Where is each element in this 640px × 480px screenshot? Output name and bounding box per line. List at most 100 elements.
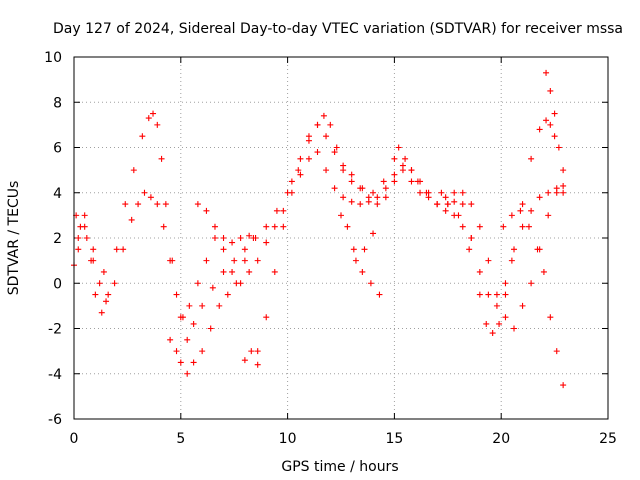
data-point	[203, 257, 210, 264]
data-point	[438, 189, 445, 196]
data-point	[425, 194, 432, 201]
data-point	[314, 121, 321, 128]
data-point	[211, 223, 218, 230]
chart-title: Day 127 of 2024, Sidereal Day-to-day VTE…	[53, 21, 623, 37]
data-point	[320, 112, 327, 119]
x-tick-label: 0	[70, 431, 79, 447]
data-point	[350, 246, 357, 253]
data-point	[280, 223, 287, 230]
data-point	[254, 348, 261, 355]
data-point	[485, 257, 492, 264]
data-point	[128, 216, 135, 223]
data-point	[297, 171, 304, 178]
data-point	[483, 320, 490, 327]
data-point	[150, 110, 157, 117]
data-point	[141, 189, 148, 196]
data-point	[194, 280, 201, 287]
data-point	[560, 182, 567, 189]
data-point	[395, 144, 402, 151]
data-point	[444, 201, 451, 208]
data-point	[496, 320, 503, 327]
data-point	[295, 167, 302, 174]
data-point	[224, 291, 231, 298]
y-tick-label: 10	[44, 50, 62, 66]
data-point	[442, 207, 449, 214]
data-point	[402, 155, 409, 162]
data-point	[229, 268, 236, 275]
data-point	[493, 291, 500, 298]
data-point	[167, 336, 174, 343]
data-point	[348, 198, 355, 205]
x-axis-label: GPS time / hours	[281, 459, 398, 475]
data-point	[158, 155, 165, 162]
data-point	[543, 69, 550, 76]
data-point	[271, 223, 278, 230]
data-point	[199, 348, 206, 355]
data-point	[90, 257, 97, 264]
data-point	[476, 268, 483, 275]
data-point	[331, 149, 338, 156]
data-point	[130, 167, 137, 174]
x-tick-label: 15	[385, 431, 403, 447]
data-point	[263, 314, 270, 321]
data-point	[380, 178, 387, 185]
data-point	[314, 149, 321, 156]
data-point	[511, 246, 518, 253]
data-point	[367, 280, 374, 287]
data-point	[231, 257, 238, 264]
data-point	[361, 246, 368, 253]
data-point	[263, 223, 270, 230]
data-point	[241, 246, 248, 253]
data-point	[560, 382, 567, 389]
data-point	[348, 178, 355, 185]
data-point	[139, 133, 146, 140]
data-point	[254, 257, 261, 264]
data-point	[502, 314, 509, 321]
data-point	[194, 201, 201, 208]
y-tick-label: 8	[53, 95, 62, 111]
data-point	[207, 325, 214, 332]
y-tick-label: 0	[53, 276, 62, 292]
data-point	[177, 359, 184, 366]
data-point	[216, 302, 223, 309]
data-point	[209, 284, 216, 291]
data-point	[162, 201, 169, 208]
data-point	[229, 239, 236, 246]
data-point	[233, 280, 240, 287]
data-point	[493, 302, 500, 309]
data-point	[391, 178, 398, 185]
data-point	[508, 257, 515, 264]
y-tick-label: -4	[48, 367, 62, 383]
data-point	[111, 280, 118, 287]
data-point	[359, 268, 366, 275]
data-point	[160, 223, 167, 230]
data-point	[83, 235, 90, 241]
data-point	[374, 201, 381, 208]
data-point	[468, 235, 475, 241]
data-point	[75, 246, 82, 253]
data-point	[305, 155, 312, 162]
data-point	[199, 302, 206, 309]
series-track-c	[75, 189, 567, 389]
data-point	[273, 207, 280, 214]
data-point	[105, 291, 112, 298]
y-tick-label: 6	[53, 141, 62, 157]
data-point	[246, 268, 253, 275]
data-point	[241, 357, 248, 364]
data-point	[331, 185, 338, 192]
x-tick-label: 25	[599, 431, 617, 447]
data-point	[147, 194, 154, 201]
data-point	[459, 223, 466, 230]
x-tick-labels: 0 5 10 15 20 25	[70, 431, 617, 447]
data-point	[184, 370, 191, 377]
x-tick-label: 5	[176, 431, 185, 447]
data-point	[468, 201, 475, 208]
data-point	[489, 330, 496, 337]
data-point	[184, 336, 191, 343]
series-track-e	[241, 69, 567, 368]
data-point	[365, 194, 372, 201]
y-tick-label: 4	[53, 186, 62, 202]
data-point	[560, 189, 567, 196]
data-point	[508, 212, 515, 219]
